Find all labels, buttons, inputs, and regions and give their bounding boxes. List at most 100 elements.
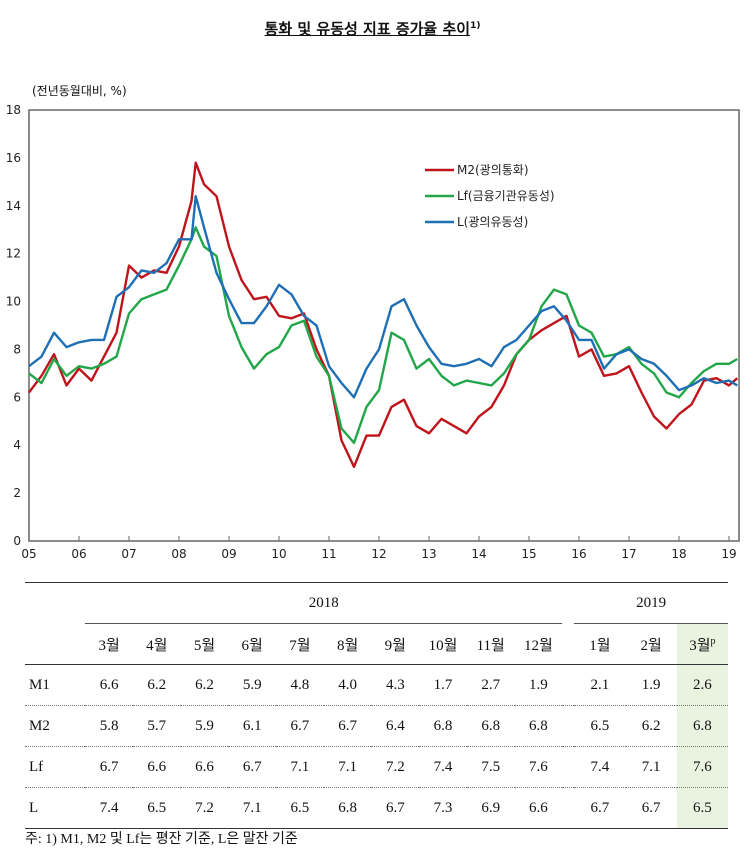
gap-cell (562, 705, 575, 747)
table-cell: 6.7 (371, 787, 420, 829)
table-cell: 6.9 (466, 787, 515, 829)
table-cell: 6.5 (574, 705, 626, 747)
table-cell: 6.8 (466, 705, 515, 747)
table-cell: 6.8 (419, 705, 467, 747)
month-header: 3월 (98, 637, 120, 654)
x-tick-label: 15 (521, 547, 536, 561)
chart-title: 통화 및 유동성 지표 증가율 추이1) (0, 18, 745, 39)
month-header: 6월 (241, 637, 263, 654)
table-cell: 6.5 (276, 787, 324, 829)
table-cell: 2.1 (574, 664, 626, 706)
gap-cell (562, 664, 575, 706)
y-tick-label: 0 (13, 534, 21, 548)
table-cell: 4.8 (276, 664, 324, 706)
table-cell: 1.9 (625, 664, 677, 706)
gap-cell (562, 624, 574, 665)
month-header: 8월 (336, 637, 359, 654)
month-header: 9월 (384, 637, 406, 654)
legend-label: Lf(금융기관유동성) (457, 189, 555, 203)
table-cell: 7.1 (276, 746, 324, 788)
year-header: 2019 (574, 582, 728, 624)
table-cell: 6.8 (514, 705, 563, 747)
table-cell: 7.4 (419, 746, 467, 788)
table-cell: 2.6 (676, 664, 728, 706)
x-tick-label: 17 (621, 547, 636, 561)
table-cell: 6.4 (371, 705, 420, 747)
title-text: 통화 및 유동성 지표 증가율 추이 (264, 20, 471, 38)
y-tick-label: 12 (6, 247, 21, 261)
series-line-m2 (28, 161, 739, 468)
y-tick-label: 2 (13, 486, 21, 500)
table-cell: 5.9 (180, 705, 229, 747)
table-cell: 4.0 (323, 664, 372, 706)
month-header: 1월 (589, 637, 611, 654)
footnote: 주: 1) M1, M2 및 Lf는 평잔 기준, L은 말잔 기준 (25, 832, 298, 847)
month-header: 7월 (289, 637, 311, 654)
table-cell: 6.6 (132, 746, 181, 788)
y-tick-label: 8 (13, 342, 21, 356)
x-tick-label: 19 (721, 547, 736, 561)
month-header: 3월p (676, 623, 728, 665)
table-row: M2 5.8 5.7 5.9 6.1 6.7 6.7 6.4 6.8 6.8 6.8 6.5 6.2 6.… (25, 705, 728, 747)
table-cell: 6.2 (625, 705, 677, 747)
y-tick-label: 6 (13, 390, 21, 404)
table-cell: 7.2 (371, 746, 420, 788)
table-cell: 6.5 (132, 787, 181, 829)
table-cell: 7.4 (574, 746, 626, 788)
table-cell: 6.7 (85, 746, 133, 788)
y-tick-label: 10 (6, 295, 21, 309)
table-cell: 5.8 (85, 705, 133, 747)
gap-cell (562, 787, 575, 829)
table-cell: 1.7 (419, 664, 467, 706)
table-cell: 7.1 (625, 746, 677, 788)
table-cell: 7.1 (228, 787, 277, 829)
y-tick-label: 18 (6, 103, 21, 117)
month-header: 12월 (524, 637, 553, 654)
x-tick-label: 10 (271, 547, 286, 561)
row-label: L (25, 787, 86, 829)
legend-label: M2(광의통화) (457, 163, 529, 177)
preliminary-mark: p (710, 635, 716, 647)
x-tick-label: 05 (21, 547, 36, 561)
table-cell: 6.7 (228, 746, 277, 788)
month-header: 2월 (640, 637, 662, 654)
table-cell: 6.8 (676, 705, 728, 747)
row-label: M2 (25, 705, 86, 747)
x-tick-label: 09 (221, 547, 236, 561)
x-tick-label: 08 (171, 547, 186, 561)
row-label: Lf (25, 746, 86, 788)
line-chart: 0 2 4 6 8 10 12 14 16 18 05 06 07 08 09 10 11 12 13 14 15 16 1… (6, 103, 740, 561)
x-tick-label: 11 (321, 547, 336, 561)
x-tick-label: 12 (371, 547, 386, 561)
year-header: 2018 (85, 582, 563, 624)
table-cell: 6.5 (676, 787, 728, 829)
corner-cell (25, 582, 86, 624)
month-header: 4월 (146, 637, 168, 654)
table-cell: 7.1 (323, 746, 372, 788)
table-cell: 6.6 (85, 664, 133, 706)
table-cell: 6.7 (574, 787, 626, 829)
table-cell: 7.6 (514, 746, 563, 788)
gap-cell (562, 746, 575, 788)
y-tick-label: 4 (13, 438, 21, 452)
table-cell: 2.7 (466, 664, 515, 706)
table-cell: 5.9 (228, 664, 277, 706)
table-cell: 6.8 (323, 787, 372, 829)
corner-cell (25, 624, 85, 665)
x-tick-label: 14 (471, 547, 486, 561)
table-row: L 7.4 6.5 7.2 7.1 6.5 6.8 6.7 7.3 6.9 6.6 6.7 6.7 6.5 (25, 787, 728, 829)
series-line-l (28, 194, 738, 399)
x-tick-label: 06 (71, 547, 86, 561)
title-footnote-mark: 1) (470, 21, 481, 31)
table-cell: 6.6 (514, 787, 563, 829)
table-cell: 1.9 (514, 664, 563, 706)
x-tick-label: 07 (121, 547, 136, 561)
data-table: 2018 2019 3월 4월 5월 6월 7월 8월 9월 10월 11월 12월 1월 2월 3월p M1… (25, 582, 728, 829)
row-label: M1 (25, 664, 86, 706)
unit-label: (전년동월대비, %) (32, 84, 127, 98)
table-cell: 4.3 (371, 664, 420, 706)
gap-cell (562, 582, 575, 624)
table-row: Lf 6.7 6.6 6.6 6.7 7.1 7.1 7.2 7.4 7.5 7.6 7.4 7.1 7.… (25, 746, 728, 788)
table-cell: 6.7 (323, 705, 372, 747)
table-cell: 7.3 (419, 787, 467, 829)
